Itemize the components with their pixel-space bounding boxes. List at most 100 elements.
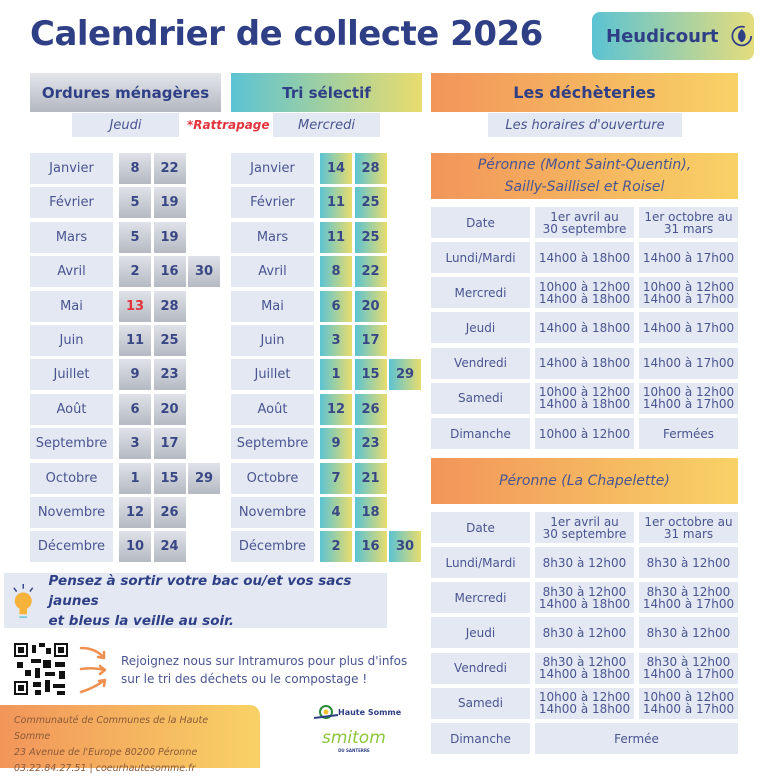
month-label: Mars <box>30 221 113 253</box>
hours-cell: 14h00 à 17h00 <box>639 347 738 379</box>
hours-cell: 10h00 à 12h00 <box>535 418 634 449</box>
site-title-line: Sailly-Saillisel et Roisel <box>504 179 665 195</box>
day-label: Mercredi <box>431 277 530 309</box>
day-label: Samedi <box>431 687 530 719</box>
column-header: 1er avril au 30 septembre <box>535 512 634 543</box>
smitom-sub: DU SANTERRE <box>338 748 370 753</box>
month-label: Août <box>231 393 314 425</box>
collection-day: 9 <box>320 428 352 460</box>
collection-day: 15 <box>354 359 387 391</box>
collection-day: 13 <box>119 290 151 322</box>
day-label: Samedi <box>431 382 530 414</box>
footer-phone-web[interactable]: 03.22.84.27.51 | coeurhautesomme.fr <box>14 763 196 774</box>
collection-day: 18 <box>354 497 387 528</box>
collection-day: 10 <box>119 531 151 563</box>
tri-header: Tri sélectif <box>231 73 422 112</box>
collection-day: 26 <box>153 497 186 528</box>
smitom-logo: smitom DU SANTERRE <box>322 728 386 753</box>
column-header: Date <box>431 207 530 238</box>
column-header: 1er avril au 30 septembre <box>535 207 634 238</box>
lightbulb-icon <box>13 583 34 618</box>
month-label: Juillet <box>231 359 314 391</box>
hours-cell: 14h00 à 18h00 <box>535 347 634 379</box>
intramuros-line1: Rejoignez nous sur Intramuros pour plus … <box>121 654 408 668</box>
collection-day: 25 <box>153 325 186 356</box>
collection-day: 11 <box>320 221 352 253</box>
collection-day: 3 <box>119 428 151 460</box>
collection-day: 15 <box>153 462 186 494</box>
collection-day: 19 <box>153 187 186 219</box>
month-label: Septembre <box>231 428 314 460</box>
month-label: Juillet <box>30 359 113 391</box>
collection-day: 29 <box>389 359 421 391</box>
collection-day: 2 <box>320 531 352 563</box>
commune-badge: Heudicourt <box>592 12 754 60</box>
commune-name: Heudicourt <box>606 25 719 47</box>
intramuros-text: Rejoignez nous sur Intramuros pour plus … <box>121 652 407 688</box>
month-label: Mai <box>30 290 113 322</box>
collection-day: 9 <box>119 359 151 391</box>
month-label: Septembre <box>30 428 113 460</box>
month-label: Octobre <box>231 462 314 494</box>
day-label: Dimanche <box>431 723 530 754</box>
month-label: Octobre <box>30 462 113 494</box>
month-label: Janvier <box>30 153 113 184</box>
collection-day: 4 <box>320 497 352 528</box>
footer-org: Communauté de Communes de la Haute Somme <box>14 715 209 742</box>
collection-day: 7 <box>320 462 352 494</box>
hours-cell: 8h30 à 12h00 14h00 à 18h00 <box>535 652 634 684</box>
haute-somme-logo: Haute Somme <box>314 704 401 720</box>
collection-day: 12 <box>119 497 151 528</box>
collection-day: 17 <box>354 325 387 356</box>
collection-day: 16 <box>354 531 387 563</box>
month-label: Novembre <box>30 497 113 528</box>
collection-day: 23 <box>153 359 186 391</box>
collection-day: 12 <box>320 393 352 425</box>
footer-contact: Communauté de Communes de la Haute Somme… <box>0 705 260 774</box>
hours-cell: 10h00 à 12h00 14h00 à 17h00 <box>639 277 738 309</box>
collection-day: 28 <box>354 153 387 184</box>
month-label: Avril <box>30 256 113 288</box>
collection-day: 22 <box>354 256 387 288</box>
day-label: Jeudi <box>431 617 530 649</box>
ordures-header: Ordures ménagères <box>30 73 221 112</box>
month-label: Novembre <box>231 497 314 528</box>
collection-day: 20 <box>354 290 387 322</box>
hours-cell: 8h30 à 12h00 14h00 à 17h00 <box>639 582 738 614</box>
collection-day: 28 <box>153 290 186 322</box>
day-label: Jeudi <box>431 312 530 344</box>
collection-day: 3 <box>320 325 352 356</box>
hours-cell: 8h30 à 12h00 <box>639 617 738 649</box>
collection-day: 1 <box>119 462 151 494</box>
day-label: Vendredi <box>431 652 530 684</box>
collection-day: 6 <box>119 393 151 425</box>
day-label: Dimanche <box>431 418 530 449</box>
column-header: Date <box>431 512 530 543</box>
collection-day: 26 <box>354 393 387 425</box>
qr-code-icon[interactable] <box>13 642 69 696</box>
decheteries-header: Les déchèteries <box>431 73 738 112</box>
leaf-circle-icon <box>731 25 753 47</box>
collection-day: 30 <box>389 531 421 563</box>
hours-cell: 10h00 à 12h00 14h00 à 18h00 <box>535 382 634 414</box>
collection-day: 25 <box>354 221 387 253</box>
month-label: Avril <box>231 256 314 288</box>
collection-day: 2 <box>119 256 151 288</box>
collection-day: 5 <box>119 221 151 253</box>
column-header: 1er octobre au 31 mars <box>639 207 738 238</box>
decheteries-subtitle: Les horaires d'ouverture <box>488 113 682 137</box>
hours-cell: 10h00 à 12h00 14h00 à 17h00 <box>639 687 738 719</box>
site-title: Péronne (La Chapelette) <box>431 458 738 504</box>
hours-cell: 8h30 à 12h00 <box>639 547 738 578</box>
collection-day: 25 <box>354 187 387 219</box>
hours-cell: 14h00 à 18h00 <box>535 312 634 344</box>
month-label: Juin <box>30 325 113 356</box>
month-label: Décembre <box>30 531 113 563</box>
footer-address: 23 Avenue de l'Europe 80200 Péronne <box>14 747 198 758</box>
hours-cell: 14h00 à 17h00 <box>639 312 738 344</box>
collection-day: 8 <box>119 153 151 184</box>
arrows-icon <box>79 646 107 694</box>
reminder-line1: Pensez à sortir votre bac ou/et vos sacs… <box>48 572 352 609</box>
collection-day: 20 <box>153 393 186 425</box>
collection-day: 16 <box>153 256 186 288</box>
